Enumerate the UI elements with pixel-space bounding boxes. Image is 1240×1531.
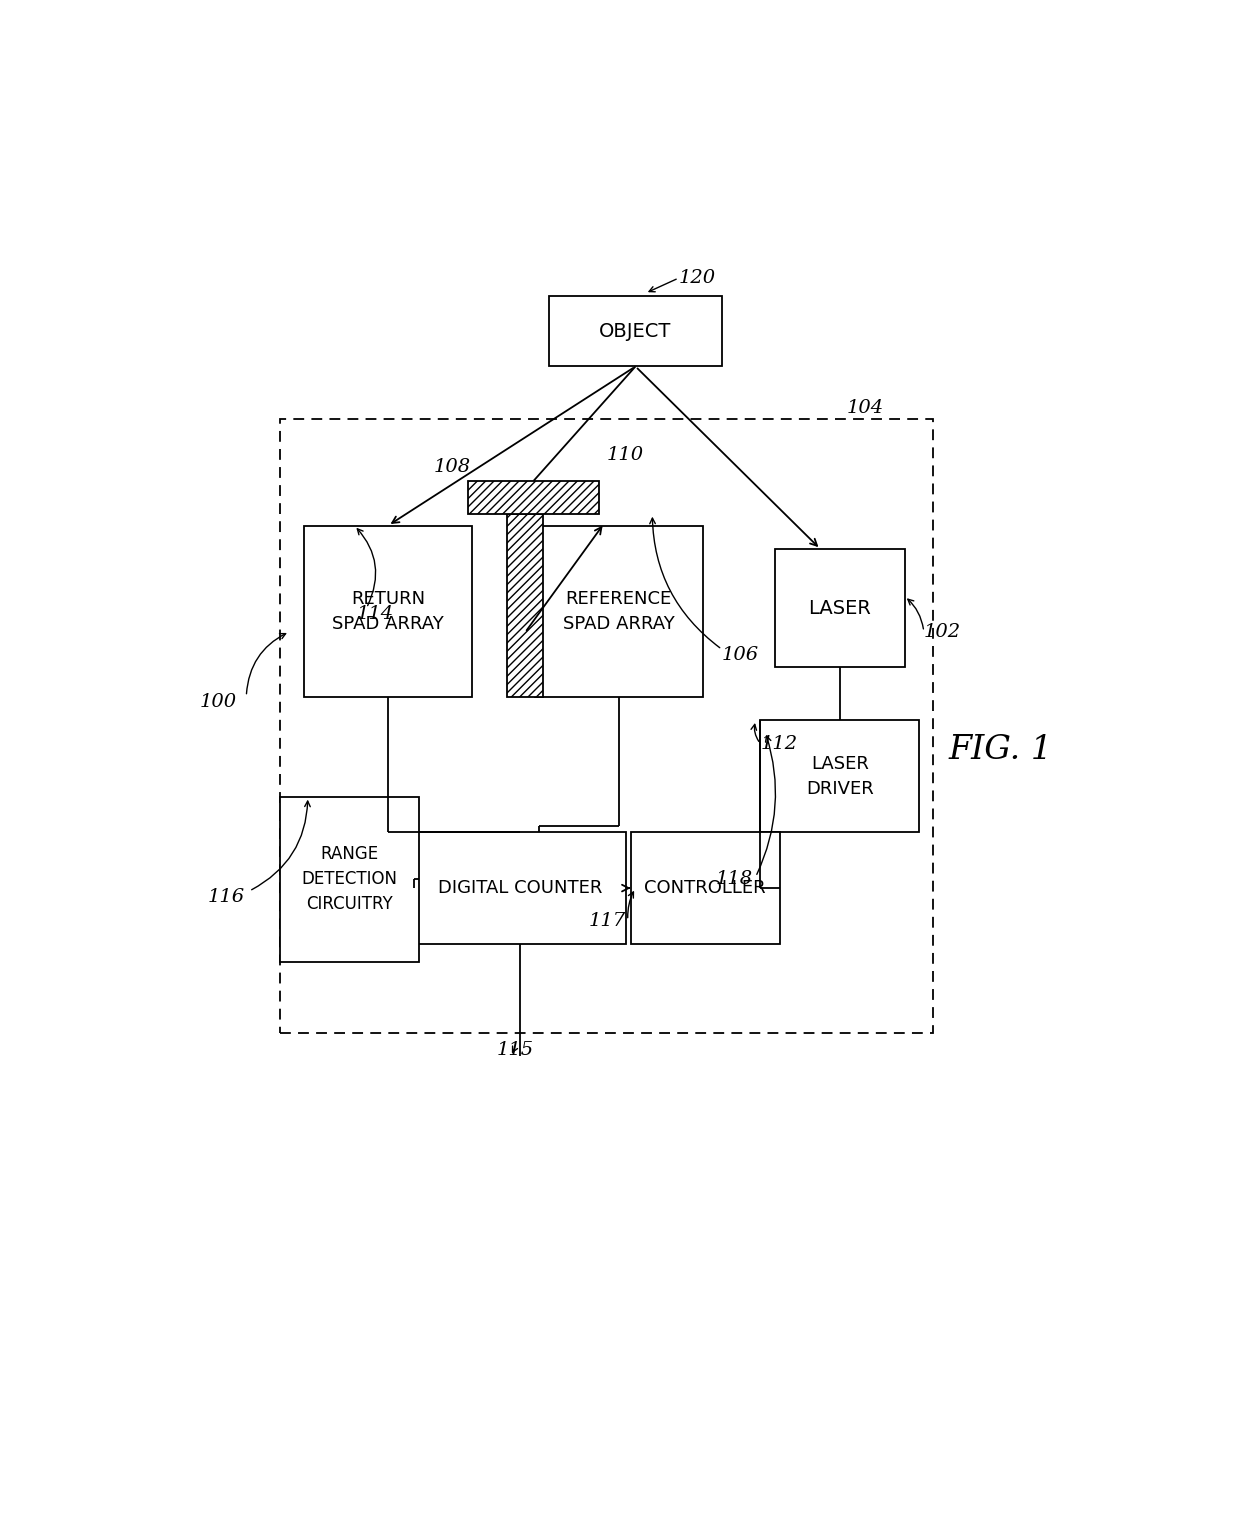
Text: 108: 108: [434, 458, 471, 476]
Text: 102: 102: [924, 623, 961, 640]
Text: RANGE
DETECTION
CIRCUITRY: RANGE DETECTION CIRCUITRY: [301, 845, 398, 914]
Text: 120: 120: [678, 269, 715, 286]
Bar: [775, 550, 905, 668]
Bar: [280, 796, 419, 961]
Text: 116: 116: [207, 888, 244, 906]
Bar: [280, 419, 934, 1032]
Text: 114: 114: [357, 605, 394, 623]
Bar: [469, 481, 599, 514]
Text: OBJECT: OBJECT: [599, 322, 672, 340]
Text: FIG. 1: FIG. 1: [949, 733, 1053, 766]
Text: LASER: LASER: [808, 599, 872, 617]
Text: 118: 118: [715, 870, 753, 888]
Text: 117: 117: [589, 911, 626, 929]
Text: DIGITAL COUNTER: DIGITAL COUNTER: [438, 879, 603, 897]
Text: 112: 112: [760, 735, 797, 753]
Text: RETURN
SPAD ARRAY: RETURN SPAD ARRAY: [332, 589, 444, 632]
Text: 104: 104: [847, 398, 884, 416]
Bar: [631, 833, 780, 945]
Bar: [414, 833, 626, 945]
Bar: [549, 295, 722, 366]
Text: 115: 115: [497, 1041, 534, 1059]
Bar: [760, 720, 919, 833]
Text: 106: 106: [722, 646, 759, 664]
Text: 110: 110: [606, 446, 644, 464]
Text: REFERENCE
SPAD ARRAY: REFERENCE SPAD ARRAY: [563, 589, 675, 632]
Bar: [304, 525, 472, 697]
Bar: [507, 514, 543, 697]
Text: LASER
DRIVER: LASER DRIVER: [806, 755, 874, 798]
Text: CONTROLLER: CONTROLLER: [645, 879, 766, 897]
Bar: [534, 525, 703, 697]
Text: 100: 100: [200, 694, 237, 712]
